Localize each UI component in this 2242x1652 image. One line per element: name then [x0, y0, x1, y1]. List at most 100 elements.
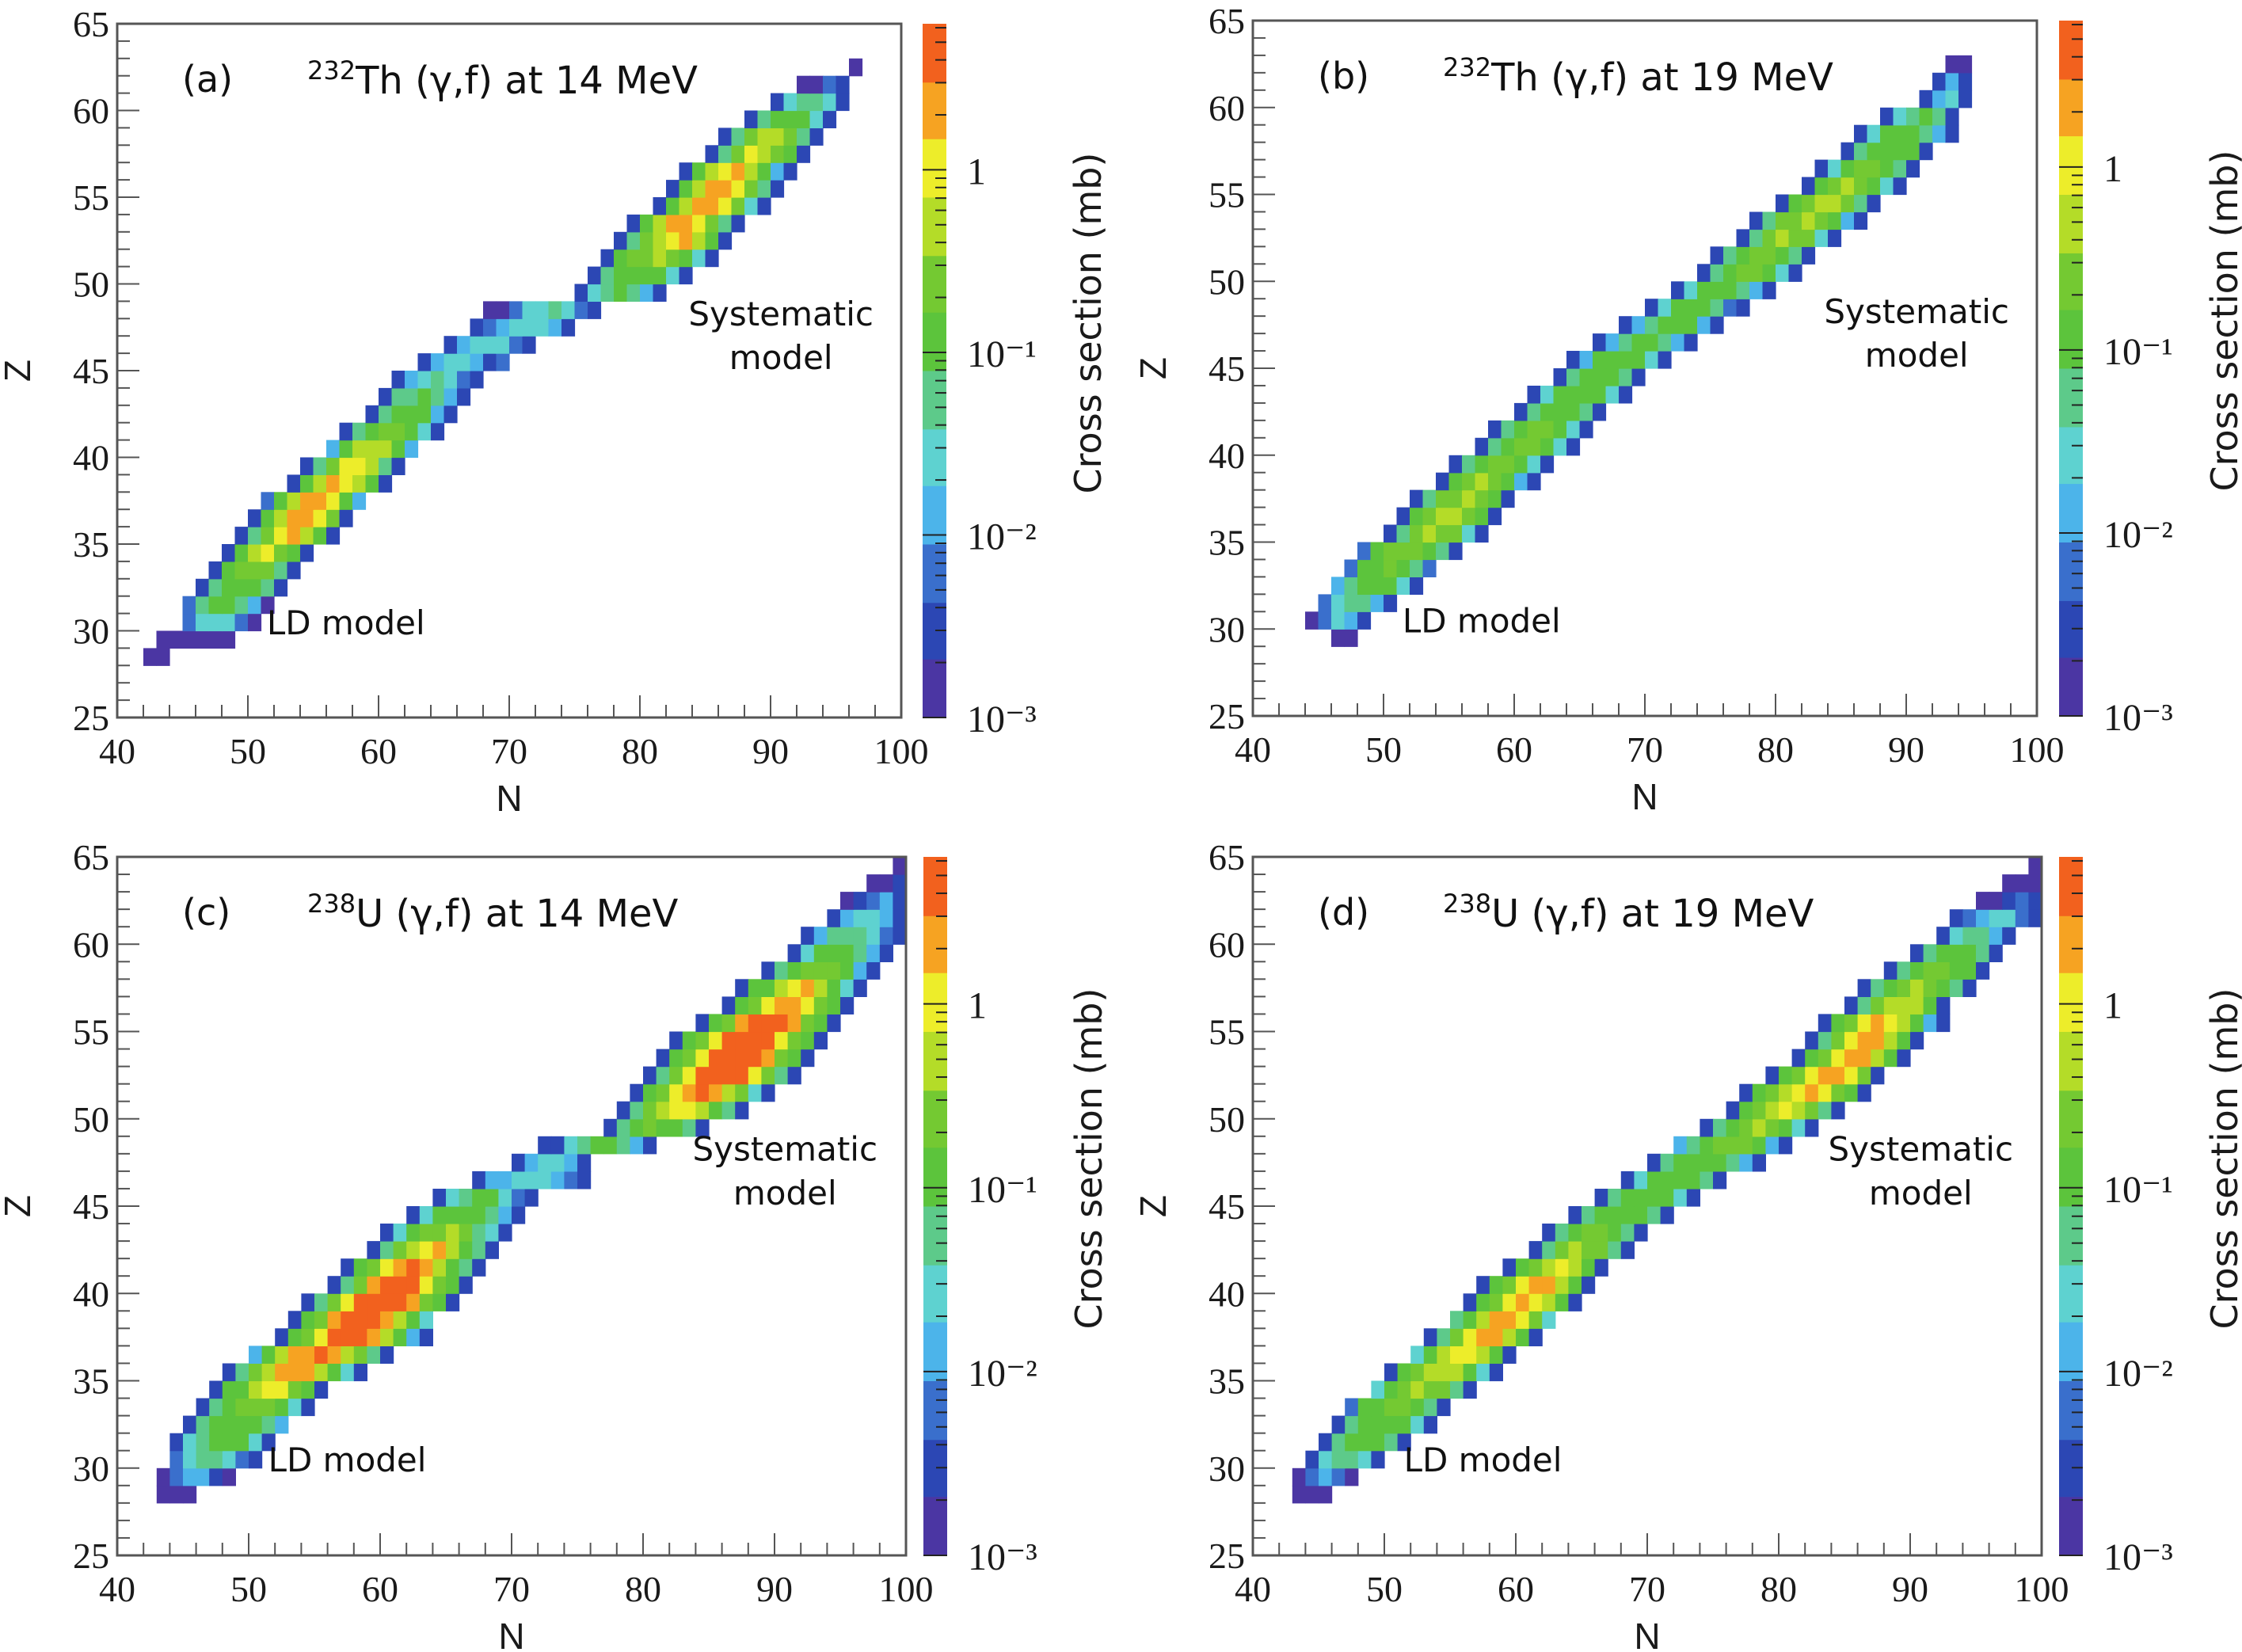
heatmap-cell [379, 474, 393, 493]
heatmap-cell [1762, 211, 1776, 230]
heatmap-cell [1582, 1276, 1596, 1294]
heatmap-cell [823, 93, 837, 112]
heatmap-cell [459, 1189, 473, 1207]
heatmap-cell [735, 996, 749, 1014]
heatmap-cell [1527, 386, 1541, 404]
heatmap-cell [1553, 420, 1567, 439]
heatmap-cell [1871, 996, 1885, 1014]
heatmap-cell [406, 1328, 421, 1346]
heatmap-cell [457, 371, 471, 389]
heatmap-cell [1814, 211, 1829, 230]
annotation-ld-model: LD model [1403, 602, 1561, 641]
x-tick-label: 100 [879, 1569, 934, 1609]
heatmap-cell [353, 1328, 367, 1346]
heatmap-cell [1919, 124, 1933, 143]
heatmap-cell [630, 1101, 644, 1120]
heatmap-cell [1593, 368, 1607, 386]
heatmap-cell [1436, 507, 1450, 526]
heatmap-cell [341, 1311, 355, 1329]
heatmap-cell [1686, 1170, 1700, 1190]
heatmap-cell [1673, 1136, 1688, 1155]
heatmap-cell [1962, 979, 1977, 997]
heatmap-cell [705, 231, 719, 250]
heatmap-cell [1805, 1066, 1819, 1085]
heatmap-cell [1634, 1206, 1648, 1224]
heatmap-cell [731, 197, 745, 215]
heatmap-cell [1489, 1276, 1503, 1294]
heatmap-cell [1634, 1189, 1648, 1207]
heatmap-cell [470, 353, 484, 371]
heatmap-cell [235, 1450, 249, 1469]
heatmap-cell [695, 1049, 710, 1068]
heatmap-cell [391, 371, 405, 389]
heatmap-cell [313, 457, 327, 475]
colorbar-band [923, 1206, 947, 1266]
heatmap-cell [577, 1136, 592, 1155]
heatmap-cell [783, 145, 797, 163]
heatmap-cell [721, 996, 736, 1014]
heatmap-cell [1476, 1363, 1490, 1382]
heatmap-cell [353, 1293, 367, 1311]
heatmap-cell [248, 509, 262, 527]
x-tick-label: 100 [2010, 729, 2065, 770]
heatmap-cell [326, 509, 341, 527]
heatmap-cell [446, 1258, 460, 1277]
heatmap-cell [1463, 1293, 1477, 1311]
y-tick-label: 65 [73, 837, 109, 877]
colorbar-tick-label: 10⁻¹ [968, 1169, 1037, 1211]
y-tick-label: 45 [1209, 348, 1245, 389]
heatmap-cell [1542, 1241, 1556, 1259]
heatmap-cell [209, 1467, 223, 1486]
heatmap-cell [483, 301, 497, 319]
colorbar-band [923, 24, 946, 83]
heatmap-cell [1422, 559, 1437, 577]
heatmap-cell [498, 1206, 512, 1224]
heatmap-cell [1344, 611, 1358, 630]
heatmap-cell [797, 75, 811, 94]
heatmap-cell [196, 1415, 210, 1434]
heatmap-cell [1528, 1241, 1543, 1259]
heatmap-cell [1752, 1118, 1766, 1137]
heatmap-cell [692, 162, 706, 181]
heatmap-cell [1814, 177, 1829, 196]
heatmap-cell [783, 110, 797, 128]
heatmap-cell [1919, 142, 1933, 161]
heatmap-cell [222, 1450, 236, 1469]
heatmap-cell [327, 1363, 341, 1382]
heatmap-cell [1528, 1293, 1543, 1311]
heatmap-cell [405, 440, 419, 459]
heatmap-cell [666, 180, 680, 198]
heatmap-cell [692, 249, 706, 268]
heatmap-cell [705, 180, 719, 198]
heatmap-cell [156, 1467, 170, 1486]
heatmap-cell [1345, 1467, 1359, 1486]
heatmap-cell [196, 1450, 210, 1469]
heatmap-cell [1305, 1467, 1319, 1486]
heatmap-cell [1779, 1101, 1793, 1120]
heatmap-cell [261, 1433, 276, 1452]
heatmap-cell [287, 1311, 302, 1329]
heatmap-cell [1647, 1153, 1662, 1172]
heatmap-cell [853, 892, 867, 910]
colorbar-band [923, 544, 946, 603]
heatmap-cell [535, 301, 550, 319]
heatmap-cell [1579, 420, 1593, 439]
heatmap-cell [248, 613, 262, 632]
heatmap-cell [1871, 1049, 1885, 1068]
heatmap-cell [1818, 1083, 1832, 1102]
x-axis-title: N [1634, 1616, 1660, 1652]
y-tick-label: 35 [1209, 1361, 1245, 1402]
heatmap-cell [249, 1398, 263, 1417]
heatmap-cell [1818, 1066, 1832, 1085]
heatmap-cell [1883, 1031, 1898, 1050]
heatmap-cell [679, 231, 693, 250]
heatmap-cell [1384, 1433, 1399, 1452]
heatmap-cell [1805, 1083, 1819, 1102]
heatmap-cell [1945, 72, 1959, 91]
heatmap-cell [341, 1346, 355, 1364]
x-tick-label: 60 [362, 1569, 398, 1609]
heatmap-cell [1723, 246, 1738, 265]
heatmap-cell [249, 1380, 263, 1399]
y-axis-title: Z [0, 1195, 38, 1217]
heatmap-cell [1989, 944, 2003, 962]
